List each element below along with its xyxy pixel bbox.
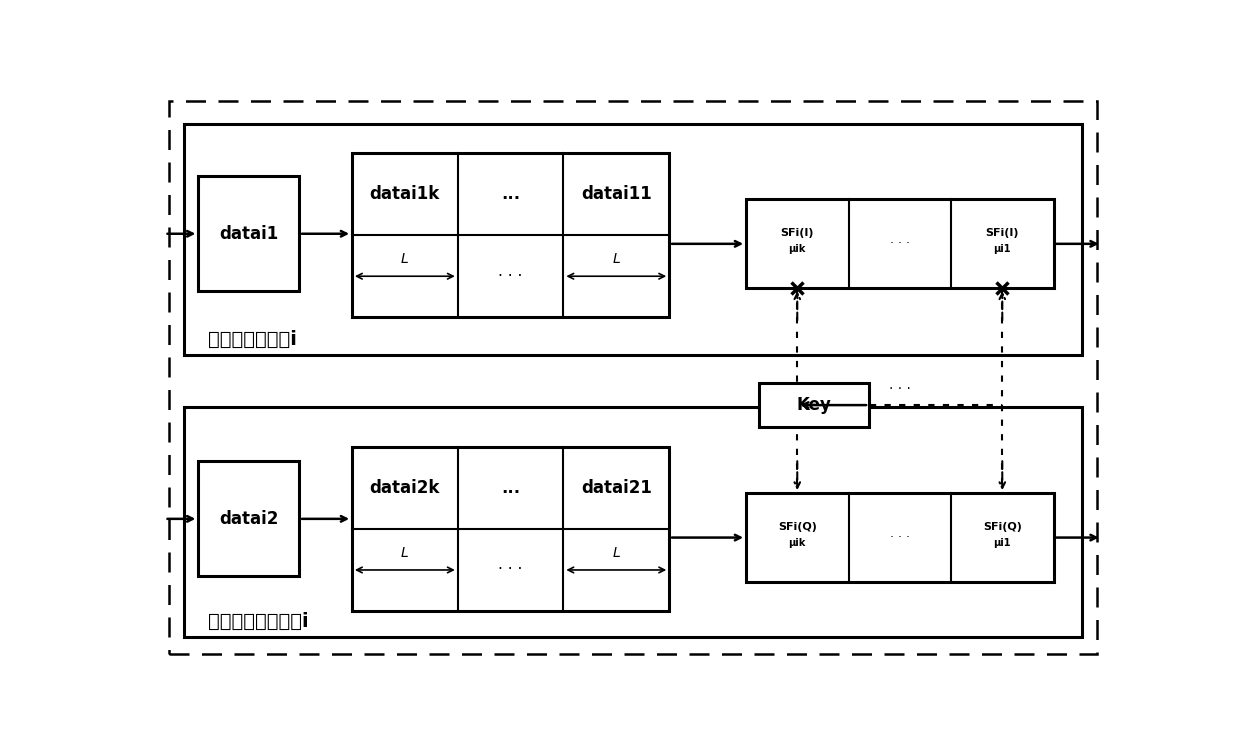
Bar: [198, 177, 299, 292]
Text: · · ·: · · ·: [890, 237, 910, 251]
Text: ...: ...: [501, 479, 520, 497]
Bar: [352, 447, 670, 611]
Bar: [198, 462, 299, 577]
Text: datai2: datai2: [219, 510, 279, 528]
Text: datai1: datai1: [219, 224, 278, 243]
Bar: [746, 199, 1054, 289]
Text: Key: Key: [796, 396, 831, 414]
Bar: [759, 384, 869, 426]
Bar: [184, 407, 1083, 637]
Text: · · ·: · · ·: [890, 531, 910, 544]
Text: L: L: [613, 252, 620, 266]
Text: μik: μik: [789, 538, 806, 548]
Bar: [184, 124, 1083, 355]
Bar: [352, 153, 670, 317]
Text: L: L: [613, 545, 620, 560]
Text: · · ·: · · ·: [889, 382, 910, 396]
Text: μi1: μi1: [993, 244, 1011, 254]
Text: ...: ...: [501, 186, 520, 203]
Text: · · ·: · · ·: [498, 562, 523, 577]
Text: datai1k: datai1k: [370, 186, 440, 203]
Text: μi1: μi1: [993, 538, 1011, 548]
Text: μik: μik: [789, 244, 806, 254]
Text: datai2k: datai2k: [370, 479, 440, 497]
Text: datai11: datai11: [580, 186, 652, 203]
Text: · · ·: · · ·: [498, 269, 523, 283]
Text: 正交相整形滤波器i: 正交相整形滤波器i: [208, 612, 309, 631]
Text: L: L: [401, 545, 409, 560]
Text: SFi(Q): SFi(Q): [777, 522, 817, 532]
Text: 同相整形滤波器i: 同相整形滤波器i: [208, 330, 296, 349]
Text: SFi(I): SFi(I): [986, 228, 1019, 238]
Bar: [746, 493, 1054, 582]
Text: SFi(I): SFi(I): [780, 228, 813, 238]
Text: L: L: [401, 252, 409, 266]
Text: SFi(Q): SFi(Q): [983, 522, 1022, 532]
Text: datai21: datai21: [580, 479, 652, 497]
